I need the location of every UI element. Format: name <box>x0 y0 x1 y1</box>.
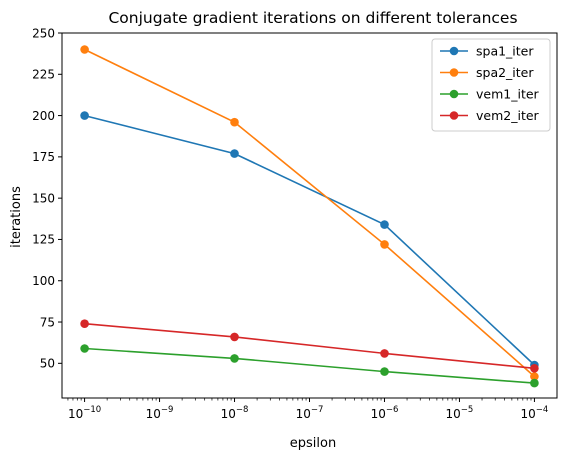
data-point-spa2_iter <box>230 117 239 127</box>
series-line-vem2_iter <box>84 322 535 370</box>
y-tick-label: 100 <box>32 274 55 288</box>
legend-marker <box>449 111 459 120</box>
data-point-vem2_iter <box>380 349 389 358</box>
legend-label: spa1_iter <box>476 44 534 59</box>
x-tick-label: 10−10 <box>68 405 101 421</box>
y-tick-label: 250 <box>32 26 55 40</box>
x-tick-label: 10−7 <box>296 405 324 421</box>
legend: spa1_iter spa2_iter vem1_iter vem2_iter <box>431 38 551 132</box>
legend-label: vem2_iter <box>476 108 540 123</box>
legend-marker <box>449 68 459 77</box>
data-point-vem1_iter <box>230 354 239 363</box>
y-axis-label: iterations <box>9 186 24 248</box>
data-point-spa2_iter <box>80 45 89 54</box>
data-point-vem1_iter <box>80 344 89 353</box>
legend-marker <box>449 46 459 56</box>
x-tick-label: 10−6 <box>371 405 399 421</box>
data-point-spa1_iter <box>230 149 239 158</box>
legend-item-vem2_iter: vem2_iter <box>440 108 540 123</box>
legend-box <box>431 38 551 132</box>
y-tick-label: 200 <box>32 109 55 123</box>
x-tick-label: 10−9 <box>146 405 174 421</box>
data-point-vem2_iter <box>530 364 539 373</box>
data-point-vem1_iter <box>380 367 389 376</box>
y-tick-label: 75 <box>40 315 55 329</box>
chart-title: Conjugate gradient iterations on differe… <box>108 9 517 27</box>
data-point-spa2_iter <box>530 372 539 381</box>
y-tick-label: 175 <box>32 150 55 164</box>
series-line-spa1_iter <box>84 114 535 366</box>
y-tick-label: 125 <box>32 233 55 247</box>
legend-item-spa1_iter: spa1_iter <box>440 44 534 59</box>
x-axis: 10−10 10−9 10−8 10−7 10−6 10−5 10−4 <box>67 398 549 421</box>
legend-item-vem1_iter: vem1_iter <box>440 87 540 102</box>
y-tick-label: 225 <box>32 68 55 82</box>
legend-marker <box>449 89 459 99</box>
legend-item-spa2_iter: spa2_iter <box>440 65 534 80</box>
data-point-spa1_iter <box>380 220 389 229</box>
plot-area <box>61 32 558 399</box>
x-tick-label: 10−4 <box>521 405 549 421</box>
series-line-vem1_iter <box>84 347 535 384</box>
x-tick-label: 10−5 <box>446 405 474 421</box>
data-point-vem1_iter <box>530 378 539 388</box>
y-tick-label: 50 <box>40 357 55 371</box>
data-point-vem2_iter <box>80 319 89 329</box>
x-tick-label: 10−8 <box>221 405 249 421</box>
series-line-spa2_iter <box>84 48 535 378</box>
y-axis: 50 75 100 125 150 175 200 225 250 <box>32 26 62 371</box>
y-tick-label: 150 <box>32 191 55 205</box>
data-point-vem2_iter <box>230 332 239 342</box>
data-point-spa1_iter <box>80 111 89 120</box>
legend-label: spa2_iter <box>476 65 534 80</box>
data-point-spa2_iter <box>380 240 389 249</box>
x-axis-label: epsilon <box>290 436 336 451</box>
legend-label: vem1_iter <box>476 87 540 102</box>
